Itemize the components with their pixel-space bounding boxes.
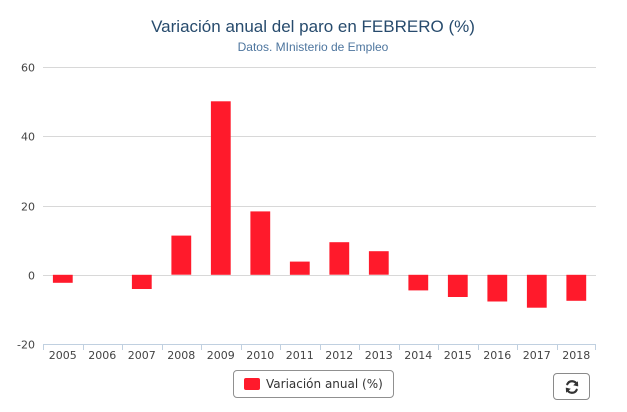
x-tick-label: 2013 [365, 349, 393, 362]
bar[interactable] [131, 274, 152, 289]
refresh-icon [565, 379, 578, 394]
legend-item[interactable]: Variación anual (%) [233, 370, 394, 398]
x-tick-label: 2006 [88, 349, 116, 362]
x-tick-label: 2005 [49, 349, 77, 362]
x-tick-label: 2009 [207, 349, 235, 362]
x-tick-label: 2011 [286, 349, 314, 362]
bar[interactable] [526, 274, 547, 308]
bar[interactable] [171, 235, 192, 275]
x-tick-label: 2018 [562, 349, 590, 362]
x-tick-label: 2016 [483, 349, 511, 362]
y-axis-ticks: -20 0 20 40 60 [17, 62, 35, 352]
bar[interactable] [210, 101, 231, 275]
x-tick-label: 2014 [404, 349, 432, 362]
x-tick-label: 2015 [444, 349, 472, 362]
y-tick-label: -20 [17, 339, 35, 352]
bar-series[interactable] [52, 101, 587, 308]
gridlines [43, 67, 596, 345]
x-tick-label: 2008 [167, 349, 195, 362]
y-tick-label: 0 [28, 270, 35, 283]
bar[interactable] [447, 274, 468, 297]
bar[interactable] [408, 274, 429, 291]
x-tick-label: 2007 [128, 349, 156, 362]
x-tick-label: 2010 [246, 349, 274, 362]
chart-subtitle: Datos. MInisterio de Empleo [238, 40, 389, 54]
legend-label: Variación anual (%) [266, 377, 383, 391]
bar[interactable] [566, 274, 587, 301]
y-tick-label: 60 [21, 62, 35, 75]
bar[interactable] [52, 274, 73, 283]
y-tick-label: 20 [21, 201, 35, 214]
bar[interactable] [487, 274, 508, 302]
y-tick-label: 40 [21, 131, 35, 144]
x-tick-label: 2017 [523, 349, 551, 362]
bar[interactable] [329, 242, 350, 275]
chart-title: Variación anual del paro en FEBRERO (%) [151, 17, 475, 36]
x-tick-label: 2012 [325, 349, 353, 362]
bar[interactable] [289, 261, 310, 275]
refresh-button[interactable] [553, 373, 590, 400]
bar[interactable] [368, 251, 389, 275]
x-axis-ticks: 2005 2006 2007 2008 2009 2010 2011 2012 2013 2014… [43, 344, 596, 362]
legend-swatch [244, 378, 260, 390]
bar[interactable] [250, 211, 271, 275]
